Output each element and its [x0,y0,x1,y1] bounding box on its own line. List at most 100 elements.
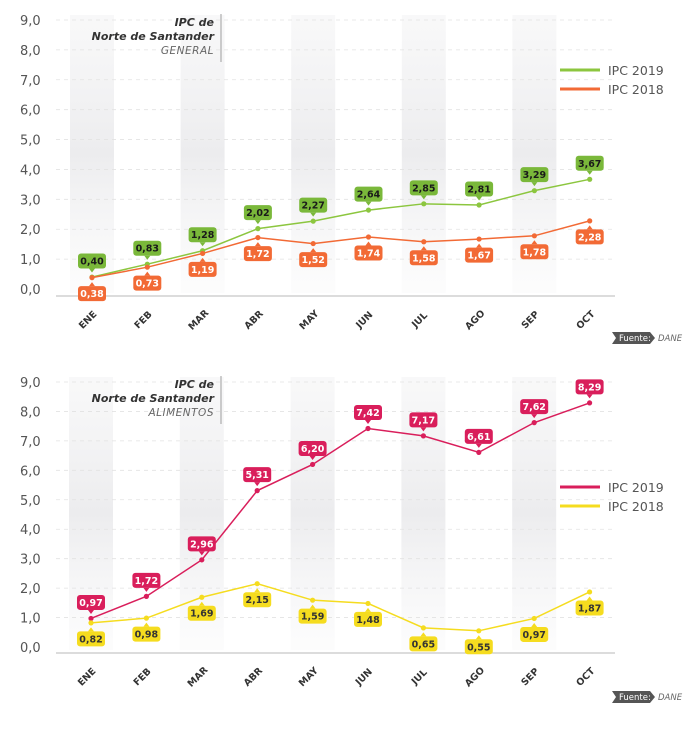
data-label-pointer [476,243,483,248]
data-label-pointer [531,414,538,419]
data-label: 0,97 [77,594,105,614]
data-label-bg [409,636,438,652]
data-label: 2,02 [243,205,272,225]
y-tick-label: 9,0 [20,376,41,391]
data-point [531,233,538,239]
x-tick-label: FEB [132,309,154,331]
data-label-text: 0,83 [136,244,159,255]
series-line-ipc-2019 [91,178,590,278]
gridlines [56,19,613,260]
y-tick-label: 1,0 [20,612,41,627]
x-tick-label: JUN [353,667,375,689]
y-tick-label: 0,0 [20,641,41,656]
data-label-pointer [310,212,317,217]
data-label-text: 0,82 [79,634,102,645]
data-label-pointer [365,607,371,612]
data-point [531,615,537,622]
source-value: DANE [658,334,683,344]
data-label: 5,31 [243,467,272,487]
data-label-text: 2,28 [578,232,602,243]
data-label-bg [465,247,494,263]
data-label-text: 1,48 [356,615,380,626]
data-point [476,236,482,242]
data-label: 7,42 [354,405,382,425]
column-band [290,377,335,650]
data-label-text: 1,72 [246,249,269,260]
data-label-pointer [531,622,538,627]
title-line-1: IPC de [175,16,215,29]
y-tick-label: 2,0 [20,582,41,597]
data-label-bg [299,197,328,213]
data-point [254,581,260,587]
data-label: 8,29 [575,379,604,399]
data-label: 1,78 [520,240,549,260]
data-label-text: 3,67 [578,159,601,170]
y-tick-label: 3,0 [20,553,41,568]
data-point [143,615,149,621]
data-point [365,425,371,432]
x-tick-label: ABR [242,308,266,332]
legend-label-ipc-2019: IPC 2019 [608,63,664,78]
data-label-text: 2,85 [412,183,435,194]
data-label-bg [133,240,162,256]
source-badge [612,332,655,344]
data-label-pointer [144,255,151,260]
data-label-bg [299,252,328,268]
data-label-pointer [309,604,316,609]
data-label-text: 1,58 [412,253,436,264]
data-label-pointer [365,420,371,425]
source-label: Fuente: [619,693,651,703]
data-label-text: 2,64 [357,190,381,201]
x-tick-label: FEB [132,666,154,688]
data-label-bg [354,186,383,202]
data-label: 2,81 [465,181,494,201]
data-label-bg [243,467,272,483]
data-label-bg [132,626,161,642]
data-point [254,488,260,494]
x-tick-label: OCT [574,665,597,688]
data-label-pointer [365,201,372,206]
y-tick-label: 4,0 [20,163,41,178]
y-tick-label: 6,0 [20,464,41,479]
data-point [88,615,94,622]
data-label-pointer [198,551,205,556]
y-tick-label: 5,0 [20,134,41,149]
gridlines [56,381,613,618]
data-label-bg [298,608,327,624]
data-label: 3,29 [520,167,549,187]
x-axis: ENE FEB MAR ABR MAY JUN JUL AGO SEP OCT [76,664,598,689]
data-label-bg [575,229,604,245]
chart-general: 0,0 1,0 2,0 3,0 4,0 5,0 6,0 7,0 8,0 9,0 ENE FEB MAR… [20,14,683,344]
data-label-text: 0,97 [79,598,102,609]
data-label-pointer [144,271,151,276]
series-line-ipc-2019 [90,402,590,620]
data-label-text: 0,65 [412,639,435,650]
data-point [420,433,426,439]
chart-title: IPC de Norte de Santander GENERAL [92,14,222,62]
data-label-text: 1,19 [191,265,214,276]
x-tick-label: ENE [77,309,100,332]
legend: IPC 2019 IPC 2018 [560,63,664,97]
data-label-bg [298,440,327,456]
data-label-pointer [531,182,538,187]
data-label: 2,27 [299,197,328,217]
y-axis: 0,0 1,0 2,0 3,0 4,0 5,0 6,0 7,0 8,0 9,0 [20,376,41,656]
chart-alimentos: 0,0 1,0 2,0 3,0 4,0 5,0 6,0 7,0 8,0 9,0 ENE FEB MAR… [20,376,683,703]
x-tick-label: OCT [574,308,597,331]
data-label: 1,67 [465,243,494,263]
data-labels: 0,97 1,72 2,96 5,31 6,20 7,42 7,17 6,61 7,62 8,29… [77,379,604,655]
chart-subtitle: GENERAL [161,45,214,57]
x-tick-label: MAR [186,664,211,689]
data-label-bg [188,261,217,277]
y-axis: 0,0 1,0 2,0 3,0 4,0 5,0 6,0 7,0 8,0 9,0 [20,14,41,298]
series-line-ipc-2018 [91,220,590,279]
data-label: 0,65 [409,632,438,652]
y-tick-label: 2,0 [20,223,41,238]
data-label-text: 2,15 [245,595,268,606]
data-label: 1,72 [132,572,161,592]
y-tick-label: 1,0 [20,253,41,268]
data-label: 6,20 [298,440,327,460]
data-point [199,557,205,563]
data-label-text: 5,31 [245,470,268,481]
data-label-bg [243,246,272,262]
